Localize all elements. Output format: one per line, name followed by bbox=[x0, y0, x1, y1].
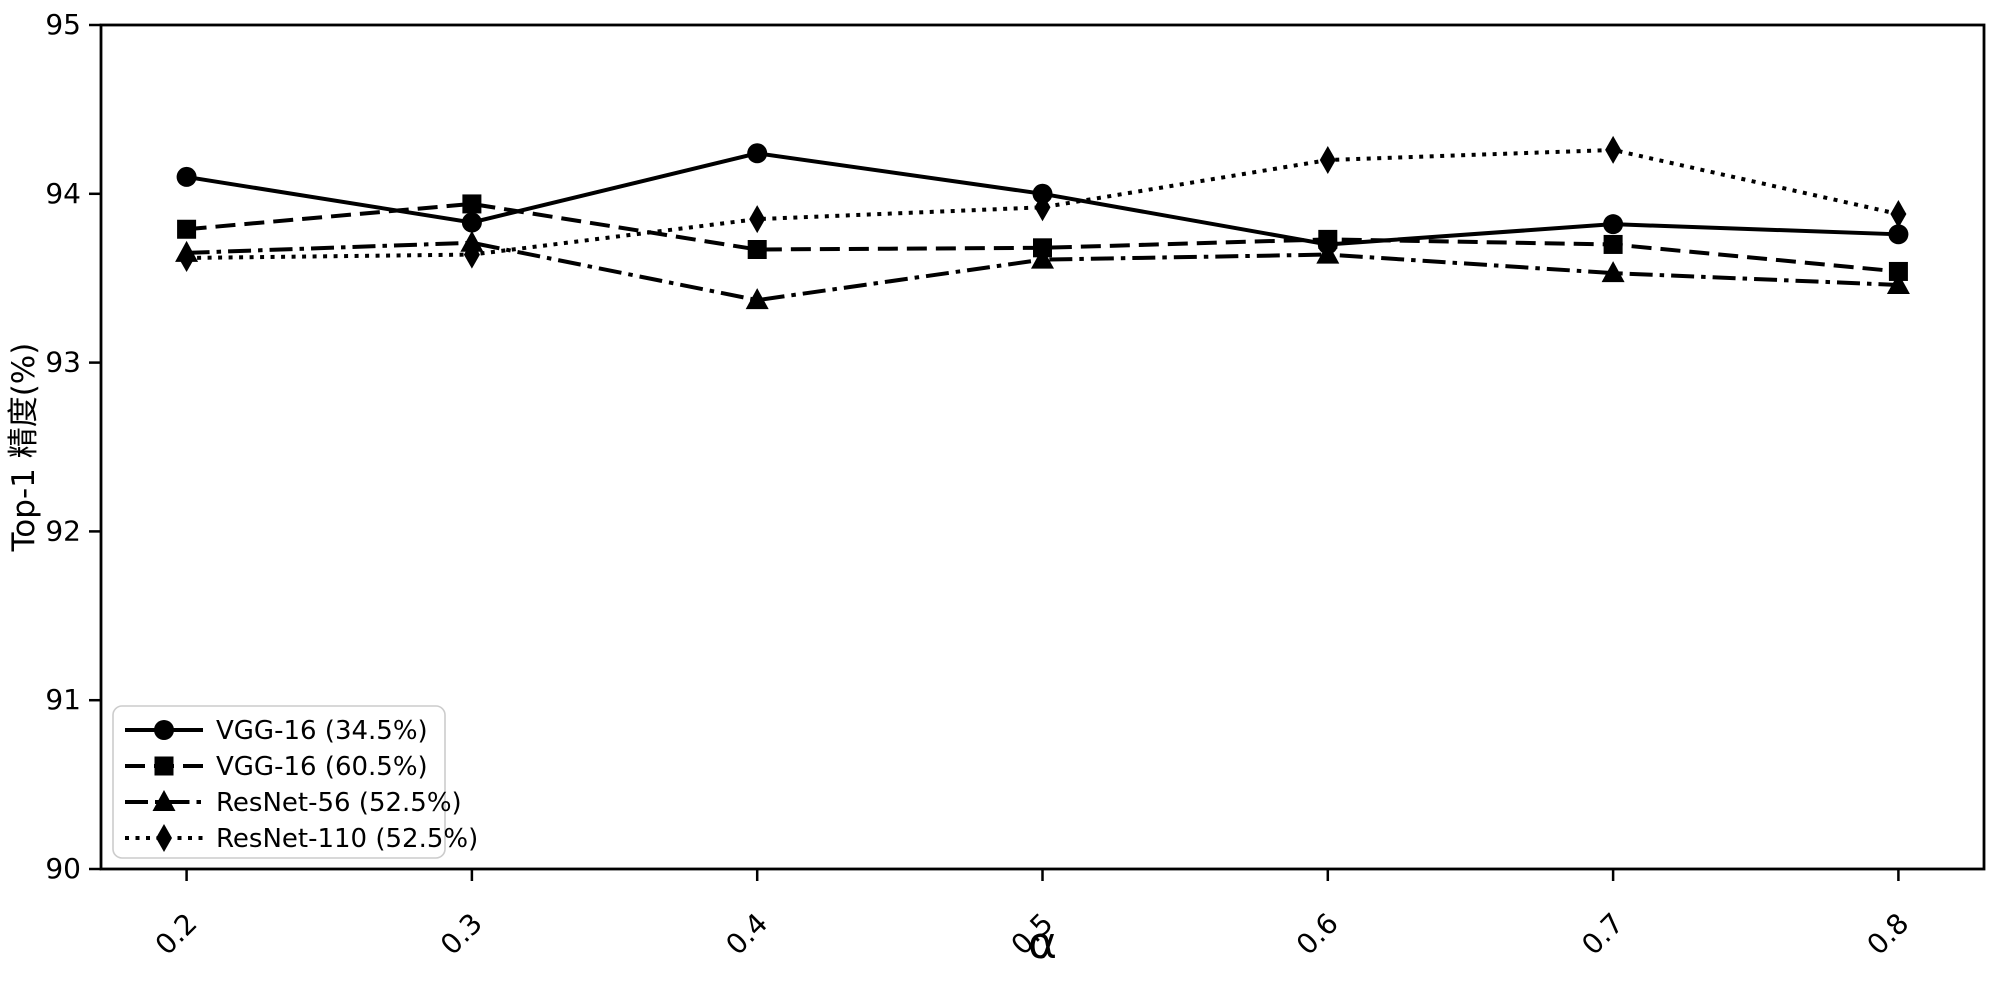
y-axis: 90 91 92 93 94 95 bbox=[45, 8, 101, 885]
legend-label: ResNet-56 (52.5%) bbox=[216, 788, 462, 818]
circle-marker bbox=[461, 212, 482, 233]
square-marker bbox=[1888, 261, 1908, 281]
x-tick-label-0.7: 0.7 bbox=[1575, 907, 1630, 962]
y-tick-label-92: 92 bbox=[45, 514, 81, 547]
legend-item: ResNet-56 (52.5%) bbox=[125, 788, 462, 818]
circle-marker bbox=[1888, 224, 1909, 245]
y-tick-label-90: 90 bbox=[45, 852, 81, 885]
diamond-marker bbox=[1319, 146, 1336, 175]
x-tick-label-0.4: 0.4 bbox=[719, 907, 774, 962]
square-marker bbox=[1603, 234, 1623, 254]
x-tick-label-0.2: 0.2 bbox=[149, 907, 204, 962]
triangle-marker bbox=[1316, 242, 1340, 264]
y-tick-label-95: 95 bbox=[45, 8, 81, 41]
legend-box bbox=[112, 705, 446, 859]
diamond-marker bbox=[178, 243, 195, 272]
diamond-marker bbox=[1034, 193, 1051, 222]
legend-label: ResNet-110 (52.5%) bbox=[216, 824, 478, 854]
diamond-marker bbox=[463, 240, 480, 269]
legend-item: VGG-16 (34.5%) bbox=[125, 716, 428, 746]
legend: VGG-16 (34.5%) VGG-16 (60.5%) ResNet-56 (5… bbox=[112, 705, 478, 859]
legend-item: VGG-16 (60.5%) bbox=[125, 752, 428, 782]
legend-item: ResNet-110 (52.5%) bbox=[125, 824, 478, 854]
circle-marker bbox=[1603, 214, 1624, 235]
diamond-marker bbox=[1605, 135, 1622, 164]
y-tick-label-91: 91 bbox=[45, 683, 81, 716]
x-tick-label-0.3: 0.3 bbox=[434, 907, 489, 962]
circle-marker bbox=[747, 143, 768, 164]
triangle-marker bbox=[1601, 261, 1625, 283]
square-marker bbox=[1318, 229, 1338, 249]
y-axis-title: Top-1 精度(%) bbox=[6, 343, 42, 553]
legend-circle-marker bbox=[154, 720, 174, 740]
square-marker bbox=[177, 219, 197, 239]
x-axis-title: α bbox=[1028, 918, 1057, 969]
triangle-marker bbox=[1886, 272, 1910, 294]
square-marker bbox=[462, 194, 482, 214]
triangle-marker bbox=[1031, 247, 1054, 269]
y-tick-label-94: 94 bbox=[45, 177, 81, 210]
series-resnet-110-52-5- bbox=[178, 135, 1907, 272]
triangle-marker bbox=[745, 288, 769, 310]
y-tick-label-93: 93 bbox=[45, 346, 81, 379]
legend-label: VGG-16 (34.5%) bbox=[216, 716, 428, 746]
circle-marker bbox=[176, 166, 197, 187]
legend-label: VGG-16 (60.5%) bbox=[216, 752, 428, 782]
legend-square-marker bbox=[154, 756, 174, 776]
legend-triangle-marker bbox=[152, 790, 176, 811]
diamond-marker bbox=[749, 205, 766, 234]
diamond-marker bbox=[1890, 200, 1907, 229]
square-marker bbox=[747, 240, 767, 260]
x-tick-label-0.8: 0.8 bbox=[1861, 907, 1916, 962]
legend-diamond-marker bbox=[156, 824, 172, 852]
x-tick-label-0.6: 0.6 bbox=[1290, 907, 1345, 962]
